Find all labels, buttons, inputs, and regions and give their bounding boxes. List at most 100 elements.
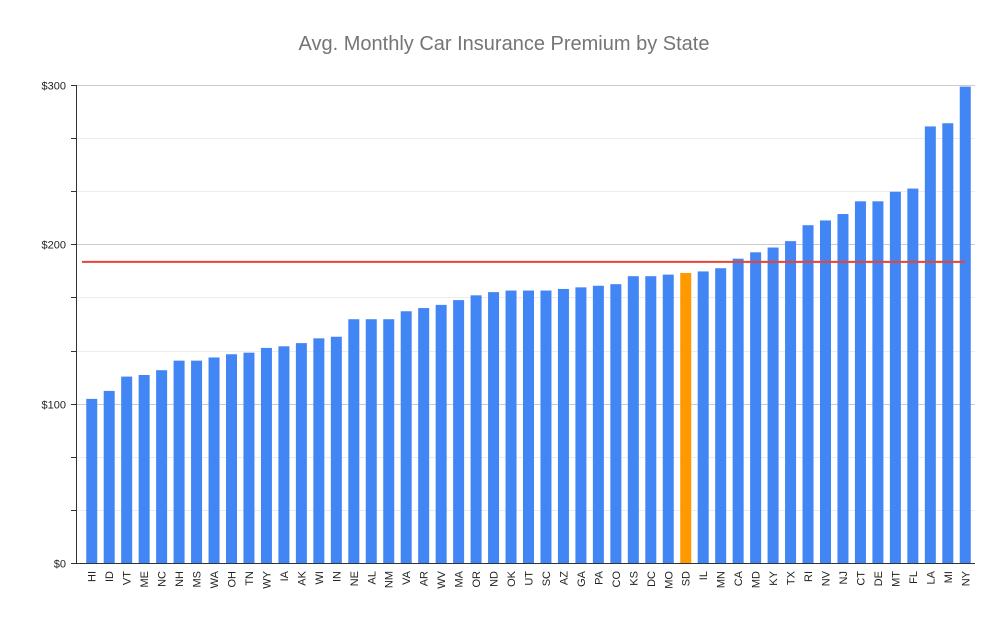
- bar-ok: [505, 290, 517, 563]
- bar-il: [697, 271, 709, 563]
- x-tick-label: NV: [821, 570, 833, 586]
- bar-tx: [785, 241, 797, 563]
- x-tick-label: AK: [296, 570, 308, 585]
- x-tick-label: WY: [261, 570, 273, 588]
- bar-wy: [260, 347, 272, 563]
- x-tick-label: NC: [157, 571, 169, 587]
- x-tick-label: NM: [384, 571, 396, 588]
- bar-ak: [295, 343, 307, 563]
- bar-de: [872, 201, 884, 563]
- bar-nc: [156, 370, 168, 563]
- x-tick-label: IL: [698, 571, 710, 580]
- x-tick-label: CT: [855, 571, 867, 586]
- x-tick-label: AZ: [558, 571, 570, 585]
- x-tick-label: MA: [454, 570, 466, 587]
- bar-nm: [383, 319, 395, 563]
- x-tick-label: TX: [786, 570, 798, 585]
- x-tick-label: IN: [331, 571, 343, 582]
- x-tick-label: VT: [122, 571, 134, 585]
- bar-ga: [575, 287, 587, 563]
- x-tick-label: RI: [803, 571, 815, 582]
- bar-ky: [767, 247, 779, 563]
- bar-va: [400, 311, 412, 563]
- bar-mi: [942, 123, 954, 564]
- x-tick-label: KS: [628, 571, 640, 586]
- x-tick-label: MS: [192, 571, 204, 588]
- x-tick-label: OH: [227, 571, 239, 588]
- x-tick-label: CO: [611, 571, 623, 588]
- bar-az: [557, 288, 569, 563]
- x-tick-label: LA: [925, 570, 937, 584]
- bar-wv: [435, 304, 447, 563]
- bar-al: [365, 319, 377, 563]
- bar-ut: [523, 290, 534, 563]
- bar-ks: [627, 276, 639, 563]
- x-tick-label: ND: [489, 571, 501, 587]
- x-tick-label: MD: [751, 571, 763, 588]
- bar-fl: [907, 188, 919, 564]
- bar-ct: [854, 201, 866, 563]
- x-tick-label: OR: [471, 571, 483, 588]
- bar-id: [103, 390, 115, 563]
- y-tick-label: $300: [42, 81, 66, 93]
- bar-ri: [802, 225, 814, 564]
- y-tick-label: $100: [42, 400, 66, 412]
- bar-ma: [453, 300, 465, 563]
- bar-nh: [173, 360, 185, 563]
- x-tick-label: MT: [890, 571, 902, 587]
- bar-mo: [662, 274, 674, 563]
- bar-md: [750, 252, 762, 564]
- bar-sc: [540, 290, 552, 563]
- bar-tn: [243, 352, 255, 563]
- bar-vt: [121, 376, 133, 563]
- x-tick-label: OK: [506, 570, 518, 587]
- x-tick-label: UT: [524, 571, 536, 586]
- x-tick-label: NH: [174, 571, 186, 587]
- bar-nd: [488, 292, 500, 563]
- bar-or: [470, 295, 482, 563]
- bar-wa: [208, 357, 220, 563]
- x-tick-label: WI: [314, 571, 326, 584]
- x-tick-label: HI: [87, 571, 99, 582]
- bar-mn: [715, 268, 727, 563]
- bar-nj: [837, 214, 849, 563]
- chart-title: Avg. Monthly Car Insurance Premium by St…: [298, 33, 710, 55]
- x-tick-label: WA: [209, 570, 221, 588]
- bar-co: [610, 284, 622, 563]
- x-tick-label: MN: [716, 571, 728, 588]
- x-tick-label: NJ: [838, 571, 850, 584]
- x-tick-label: AL: [366, 571, 378, 584]
- bar-sd: [680, 273, 692, 563]
- bar-ny: [959, 86, 971, 564]
- x-tick-label: TN: [244, 571, 256, 586]
- bar-ne: [348, 319, 360, 563]
- x-tick-label: VA: [401, 570, 413, 585]
- x-tick-label: SD: [681, 571, 693, 586]
- x-tick-label: CA: [733, 570, 745, 586]
- x-tick-label: DE: [873, 571, 885, 586]
- x-tick-label: NY: [960, 570, 972, 586]
- bar-me: [138, 374, 150, 563]
- bar-oh: [226, 354, 237, 563]
- bar-ms: [191, 360, 203, 563]
- x-tick-label: NE: [349, 571, 361, 586]
- x-tick-label: KY: [768, 570, 780, 585]
- x-tick-label: SC: [541, 571, 553, 586]
- bar-hi: [86, 398, 98, 563]
- bar-ar: [418, 308, 430, 563]
- y-tick-label: $0: [54, 559, 66, 571]
- bar-la: [924, 126, 936, 563]
- x-tick-label: AR: [419, 571, 431, 586]
- x-tick-label: DC: [646, 571, 658, 587]
- x-tick-label: IA: [279, 570, 291, 581]
- bar-dc: [645, 276, 657, 563]
- bar-ca: [732, 258, 744, 563]
- bar-mt: [889, 191, 901, 563]
- x-tick-label: FL: [908, 571, 920, 584]
- bar-wi: [313, 338, 325, 563]
- bar-ia: [278, 346, 290, 563]
- x-tick-label: ME: [139, 571, 151, 588]
- x-tick-label: WV: [436, 570, 448, 588]
- x-tick-label: PA: [593, 570, 605, 585]
